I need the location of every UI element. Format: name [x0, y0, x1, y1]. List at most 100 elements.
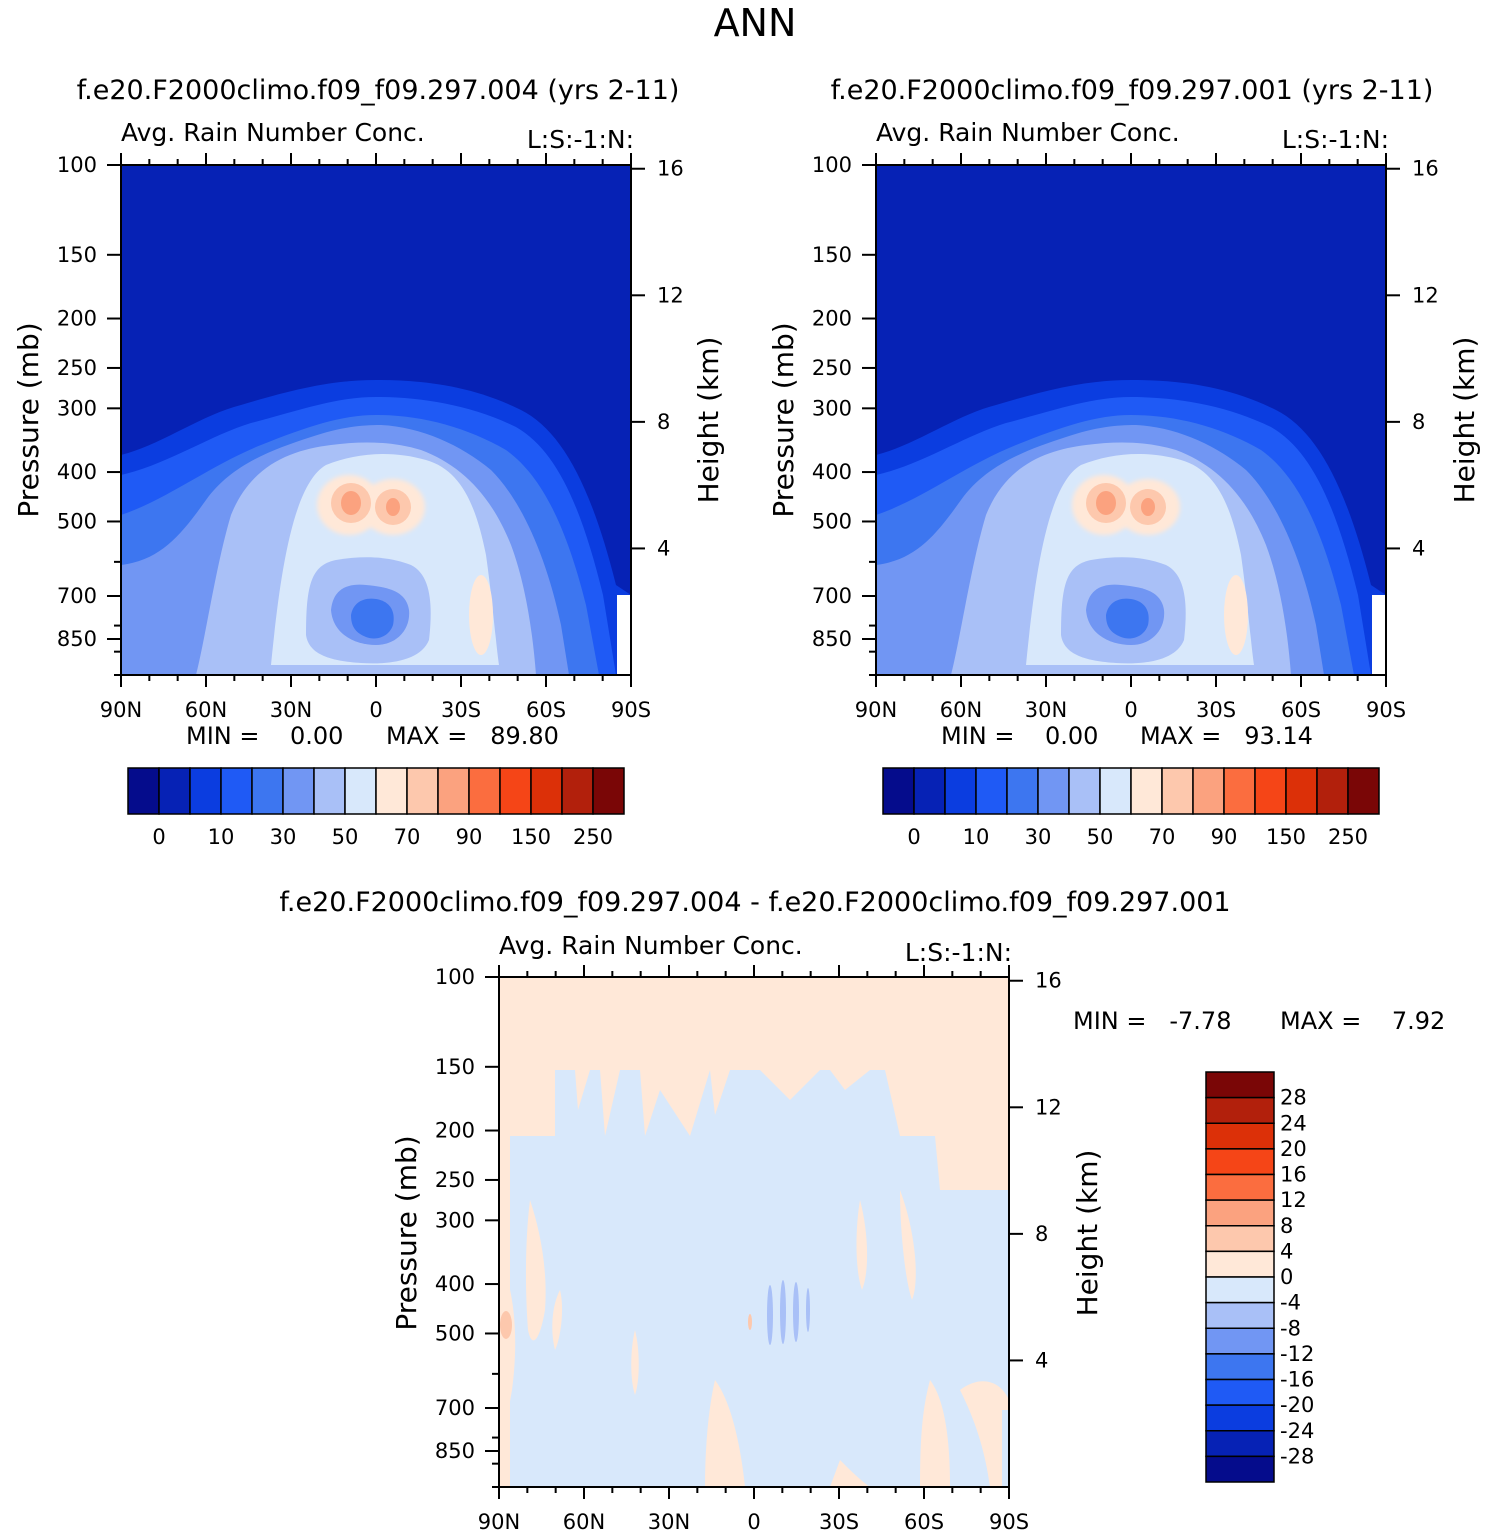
colorbar-box: [406, 767, 439, 815]
colorbar-box: [1205, 1096, 1275, 1124]
pressure-tick-label: 150: [57, 243, 97, 267]
colorbar-label: 90: [1211, 825, 1238, 849]
colorbar-label: 150: [511, 825, 551, 849]
pressure-tick-label: 100: [812, 153, 852, 177]
colorbar-label: 250: [573, 825, 613, 849]
colorbar-box: [344, 767, 377, 815]
colorbar-box: [189, 767, 222, 815]
latitude-tick-label: 60S: [904, 1510, 944, 1534]
colorbar-box: [1205, 1327, 1275, 1355]
colorbar-box: [437, 767, 470, 815]
pressure-tick-label: 200: [57, 307, 97, 331]
colorbar-label: -28: [1280, 1444, 1314, 1468]
colorbar-label: -8: [1280, 1316, 1301, 1340]
latitude-tick-label: 90N: [100, 698, 142, 722]
colorbar-box: [1205, 1276, 1275, 1304]
colorbar-box: [1205, 1225, 1275, 1253]
colorbar-box: [1037, 767, 1070, 815]
latitude-tick-label: 90N: [478, 1510, 520, 1534]
colorbar-label: 0: [1280, 1265, 1293, 1289]
colorbar-box: [1205, 1199, 1275, 1227]
colorbar-box: [1205, 1430, 1275, 1458]
colorbar-box: [1205, 1455, 1275, 1483]
panel-a-ylabel: Pressure (mb): [12, 322, 45, 517]
colorbar-box: [1205, 1148, 1275, 1176]
pressure-tick-label: 150: [435, 1055, 475, 1079]
pressure-tick-label: 150: [812, 243, 852, 267]
panel-a-title: Avg. Rain Number Conc.: [121, 118, 425, 147]
colorbar-box: [975, 767, 1008, 815]
colorbar-box: [158, 767, 191, 815]
panel-b-field: [876, 165, 1386, 675]
colorbar-box: [882, 767, 915, 815]
colorbar-box: [1099, 767, 1132, 815]
latitude-tick-label: 60N: [563, 1510, 605, 1534]
latitude-tick-label: 30N: [648, 1510, 690, 1534]
height-tick-label: 8: [1412, 410, 1425, 434]
colorbar-box: [1223, 767, 1256, 815]
colorbar-label: 30: [1025, 825, 1052, 849]
pressure-tick-label: 700: [812, 584, 852, 608]
colorbar-box: [1205, 1378, 1275, 1406]
panel-c-case: f.e20.F2000climo.f09_f09.297.004 - f.e20…: [279, 887, 1230, 918]
pressure-tick-label: 850: [812, 627, 852, 651]
colorbar-label: 150: [1266, 825, 1306, 849]
panel-b-units: L:S:-1:N:: [1282, 125, 1389, 154]
colorbar-box: [1316, 767, 1349, 815]
latitude-tick-label: 30N: [270, 698, 312, 722]
panel-b-case: f.e20.F2000climo.f09_f09.297.001 (yrs 2-…: [831, 75, 1434, 106]
colorbar-label: -20: [1280, 1393, 1314, 1417]
height-tick-label: 8: [657, 410, 670, 434]
colorbar-label: 0: [152, 825, 165, 849]
panel-b-y2label: Height (km): [1448, 337, 1481, 504]
panel-a-field: [121, 165, 631, 675]
panel-c-field: [499, 977, 1009, 1487]
panel-c-y2label: Height (km): [1071, 1150, 1104, 1317]
colorbar-box: [1205, 1250, 1275, 1278]
colorbar-label: 24: [1280, 1111, 1307, 1135]
panel-b: f.e20.F2000climo.f09_f09.297.001 (yrs 2-…: [767, 75, 1481, 849]
pressure-tick-label: 200: [435, 1119, 475, 1143]
latitude-tick-label: 60N: [185, 698, 227, 722]
colorbar-label: 70: [394, 825, 421, 849]
season-title: ANN: [714, 1, 797, 45]
latitude-tick-label: 90S: [989, 1510, 1029, 1534]
panel-c-ylabel: Pressure (mb): [390, 1135, 423, 1330]
height-tick-label: 12: [1412, 283, 1439, 307]
colorbar-box: [220, 767, 253, 815]
height-tick-label: 4: [1035, 1348, 1048, 1372]
panel-b-title: Avg. Rain Number Conc.: [876, 118, 1180, 147]
colorbar-box: [1192, 767, 1225, 815]
colorbar-box: [561, 767, 594, 815]
colorbar-box: [313, 767, 346, 815]
colorbar-box: [1006, 767, 1039, 815]
colorbar-label: 16: [1280, 1163, 1307, 1187]
latitude-tick-label: 90S: [1366, 698, 1406, 722]
latitude-tick-label: 90S: [611, 698, 651, 722]
colorbar-label: 70: [1149, 825, 1176, 849]
pressure-tick-label: 400: [57, 460, 97, 484]
pressure-tick-label: 300: [435, 1208, 475, 1232]
colorbar-box: [468, 767, 501, 815]
colorbar-box: [913, 767, 946, 815]
latitude-tick-label: 30S: [1196, 698, 1236, 722]
pressure-tick-label: 200: [812, 307, 852, 331]
colorbar-box: [1205, 1071, 1275, 1099]
height-tick-label: 12: [1035, 1095, 1062, 1119]
pressure-tick-label: 100: [57, 153, 97, 177]
pressure-tick-label: 500: [57, 509, 97, 533]
height-tick-label: 16: [1035, 969, 1062, 993]
colorbar-label: 0: [907, 825, 920, 849]
colorbar-box: [944, 767, 977, 815]
pressure-tick-label: 500: [812, 509, 852, 533]
pressure-tick-label: 500: [435, 1321, 475, 1345]
panel-c: f.e20.F2000climo.f09_f09.297.004 - f.e20…: [279, 887, 1445, 1534]
pressure-tick-label: 250: [57, 356, 97, 380]
colorbar-box: [1347, 767, 1380, 815]
colorbar-label: -24: [1280, 1419, 1314, 1443]
colorbar-box: [251, 767, 284, 815]
height-tick-label: 12: [657, 283, 684, 307]
colorbar-label: 10: [208, 825, 235, 849]
colorbar-label: 30: [270, 825, 297, 849]
